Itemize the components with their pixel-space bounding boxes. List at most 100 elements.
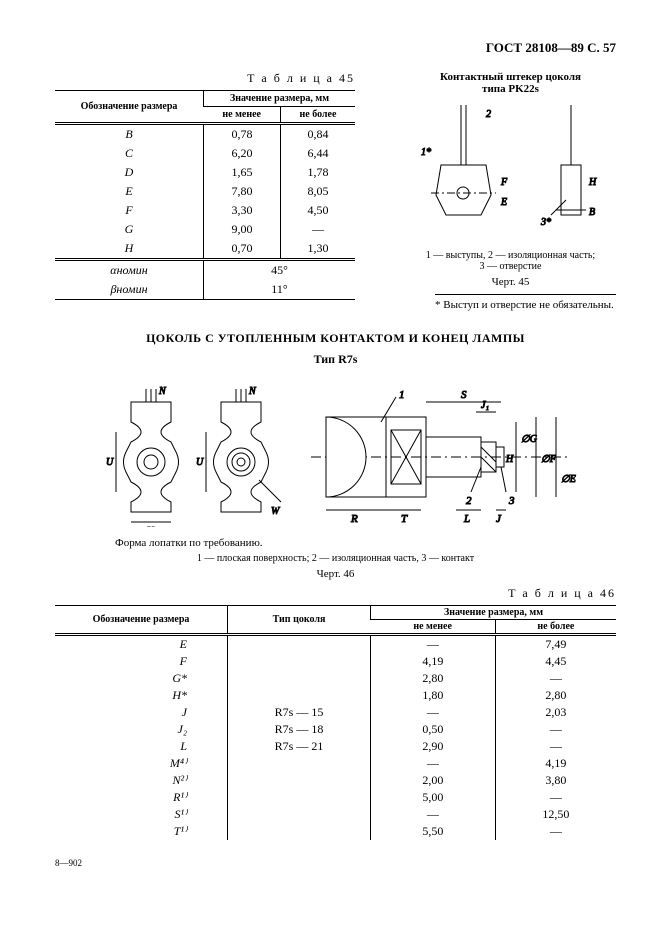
plug-drawing: 1* 2 F E H B 3* xyxy=(411,105,611,245)
t46-cell-type xyxy=(228,789,371,806)
t46-head-max: не более xyxy=(495,620,616,635)
t46-cell-label: G* xyxy=(55,670,228,687)
t46-cell-min: — xyxy=(371,635,496,654)
t46-head-min: не менее xyxy=(371,620,496,635)
svg-text:∅E: ∅E xyxy=(561,474,576,485)
t46-cell-max: — xyxy=(495,721,616,738)
t45-cell-max: 8,05 xyxy=(280,182,355,201)
svg-text:R: R xyxy=(350,513,358,525)
t46-cell-label: M⁴⁾ xyxy=(55,755,228,772)
t45-cell-val: 45° xyxy=(203,260,355,281)
table-row: D1,651,78 xyxy=(55,163,355,182)
t46-cell-label: R¹⁾ xyxy=(55,789,228,806)
svg-text:U: U xyxy=(196,457,204,468)
svg-text:1: 1 xyxy=(399,389,405,401)
plug-figure-label: Черт. 45 xyxy=(405,276,616,288)
plug-legend: 1 — выступы, 2 — изоляционная часть; 3 —… xyxy=(405,250,616,272)
svg-text:3*: 3* xyxy=(540,217,551,228)
t45-cell-min: 1,65 xyxy=(203,163,280,182)
t46-cell-max: 7,49 xyxy=(495,635,616,654)
svg-text:E: E xyxy=(500,197,507,208)
table-row: E7,808,05 xyxy=(55,182,355,201)
t46-cell-min: — xyxy=(371,755,496,772)
svg-text:2: 2 xyxy=(466,495,472,507)
t45-cell-min: 6,20 xyxy=(203,144,280,163)
svg-text:F: F xyxy=(500,177,508,188)
t46-cell-label: F xyxy=(55,653,228,670)
t45-cell-min: 9,00 xyxy=(203,220,280,239)
t46-cell-min: 1,80 xyxy=(371,687,496,704)
t46-cell-min: 2,00 xyxy=(371,772,496,789)
t45-cell-label: B xyxy=(55,124,203,145)
t46-cell-max: 3,80 xyxy=(495,772,616,789)
t46-cell-type xyxy=(228,635,371,654)
t46-cell-min: 5,00 xyxy=(371,789,496,806)
t46-head-group: Значение размера, мм xyxy=(371,606,617,620)
section2-heading: ЦОКОЛЬ С УТОПЛЕННЫМ КОНТАКТОМ И КОНЕЦ ЛА… xyxy=(55,331,616,346)
t46-cell-type xyxy=(228,823,371,840)
table-45: Обозначение размера Значение размера, мм… xyxy=(55,90,355,300)
svg-text:H: H xyxy=(588,177,597,188)
t46-cell-min: 5,50 xyxy=(371,823,496,840)
t46-cell-min: — xyxy=(371,704,496,721)
plug-footnote: * Выступ и отверстие не обязательны. xyxy=(435,294,616,311)
r7s-diagram: N U V N U W xyxy=(55,377,616,531)
t46-cell-max: 2,80 xyxy=(495,687,616,704)
svg-text:∅F: ∅F xyxy=(541,454,557,465)
table-row: R¹⁾ 5,00— xyxy=(55,789,616,806)
table-row: βномин11° xyxy=(55,280,355,300)
t46-cell-min: 0,50 xyxy=(371,721,496,738)
table-row: F4,194,45 xyxy=(55,653,616,670)
t46-head-label: Обозначение размера xyxy=(55,606,228,635)
svg-text:T: T xyxy=(401,513,408,525)
t45-cell-label: αномин xyxy=(55,260,203,281)
svg-text:N: N xyxy=(248,386,257,397)
t45-cell-label: C xyxy=(55,144,203,163)
t45-head-max: не более xyxy=(280,107,355,124)
svg-text:W: W xyxy=(271,506,281,517)
t45-cell-label: E xyxy=(55,182,203,201)
table-row: N²⁾ 2,003,80 xyxy=(55,772,616,789)
t46-cell-min: 4,19 xyxy=(371,653,496,670)
table45-title: Т а б л и ц а 45 xyxy=(55,71,355,86)
t45-cell-label: G xyxy=(55,220,203,239)
t45-cell-label: βномин xyxy=(55,280,203,300)
t46-cell-min: 2,80 xyxy=(371,670,496,687)
plug-title: Контактный штекер цоколя типа PK22s xyxy=(405,71,616,95)
t46-cell-label: N²⁾ xyxy=(55,772,228,789)
t46-head-type: Тип цоколя xyxy=(228,606,371,635)
t46-cell-type xyxy=(228,670,371,687)
t45-cell-max: 1,30 xyxy=(280,239,355,260)
t46-cell-type: R7s — 18 xyxy=(228,721,371,738)
t46-cell-min: — xyxy=(371,806,496,823)
table-46: Обозначение размера Тип цоколя Значение … xyxy=(55,605,616,840)
t45-head-group: Значение размера, мм xyxy=(203,91,355,107)
svg-text:∅G: ∅G xyxy=(521,434,537,445)
t45-cell-max: 0,84 xyxy=(280,124,355,145)
t46-cell-max: — xyxy=(495,789,616,806)
t45-cell-min: 0,78 xyxy=(203,124,280,145)
table-row: M⁴⁾ —4,19 xyxy=(55,755,616,772)
table-row: G*2,80— xyxy=(55,670,616,687)
table-row: C6,206,44 xyxy=(55,144,355,163)
t46-cell-min: 2,90 xyxy=(371,738,496,755)
table46-title: Т а б л и ц а 46 xyxy=(55,586,616,601)
t46-cell-max: 4,19 xyxy=(495,755,616,772)
table-row: H*1,802,80 xyxy=(55,687,616,704)
t46-cell-type xyxy=(228,687,371,704)
table-row: LR7s — 212,90— xyxy=(55,738,616,755)
t46-cell-type xyxy=(228,755,371,772)
section2-figure: Черт. 46 xyxy=(55,568,616,580)
t45-cell-val: 11° xyxy=(203,280,355,300)
t45-cell-max: 1,78 xyxy=(280,163,355,182)
table-row: E—7,49 xyxy=(55,635,616,654)
svg-text:B: B xyxy=(589,207,595,218)
t45-head-min: не менее xyxy=(203,107,280,124)
t46-cell-max: 12,50 xyxy=(495,806,616,823)
table-row: S¹⁾—12,50 xyxy=(55,806,616,823)
section2-legend: 1 — плоская поверхность; 2 — изоляционна… xyxy=(55,553,616,564)
t46-cell-type xyxy=(228,653,371,670)
t46-cell-max: — xyxy=(495,823,616,840)
svg-text:L: L xyxy=(463,513,470,525)
t45-head-label: Обозначение размера xyxy=(55,91,203,124)
